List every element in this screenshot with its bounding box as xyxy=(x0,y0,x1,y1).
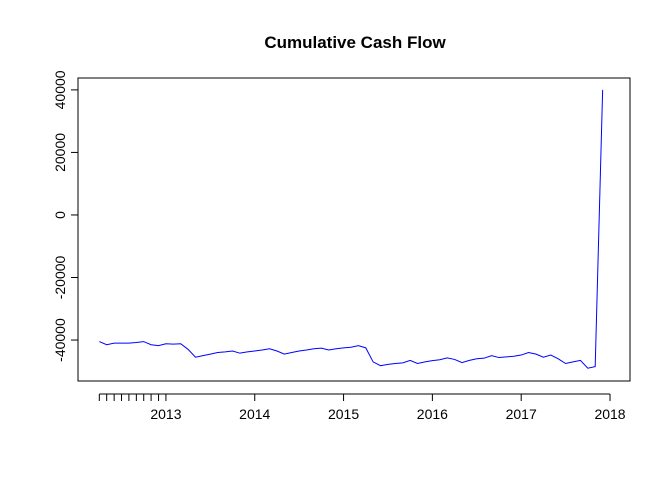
y-tick-label: -20000 xyxy=(52,255,68,299)
y-tick-label: 20000 xyxy=(52,133,68,172)
y-tick-label: -40000 xyxy=(52,318,68,362)
data-line xyxy=(99,89,604,369)
x-tick-label: 2017 xyxy=(506,406,537,422)
x-tick-label: 2016 xyxy=(417,406,448,422)
y-tick-label: 0 xyxy=(52,211,68,219)
plot-box xyxy=(77,77,631,382)
x-tick-label: 2018 xyxy=(594,406,625,422)
x-tick-label: 2015 xyxy=(328,406,359,422)
chart-title: Cumulative Cash Flow xyxy=(264,33,446,52)
x-tick-label: 2014 xyxy=(239,406,270,422)
x-tick-label: 2013 xyxy=(150,406,181,422)
y-tick-label: 40000 xyxy=(52,70,68,109)
